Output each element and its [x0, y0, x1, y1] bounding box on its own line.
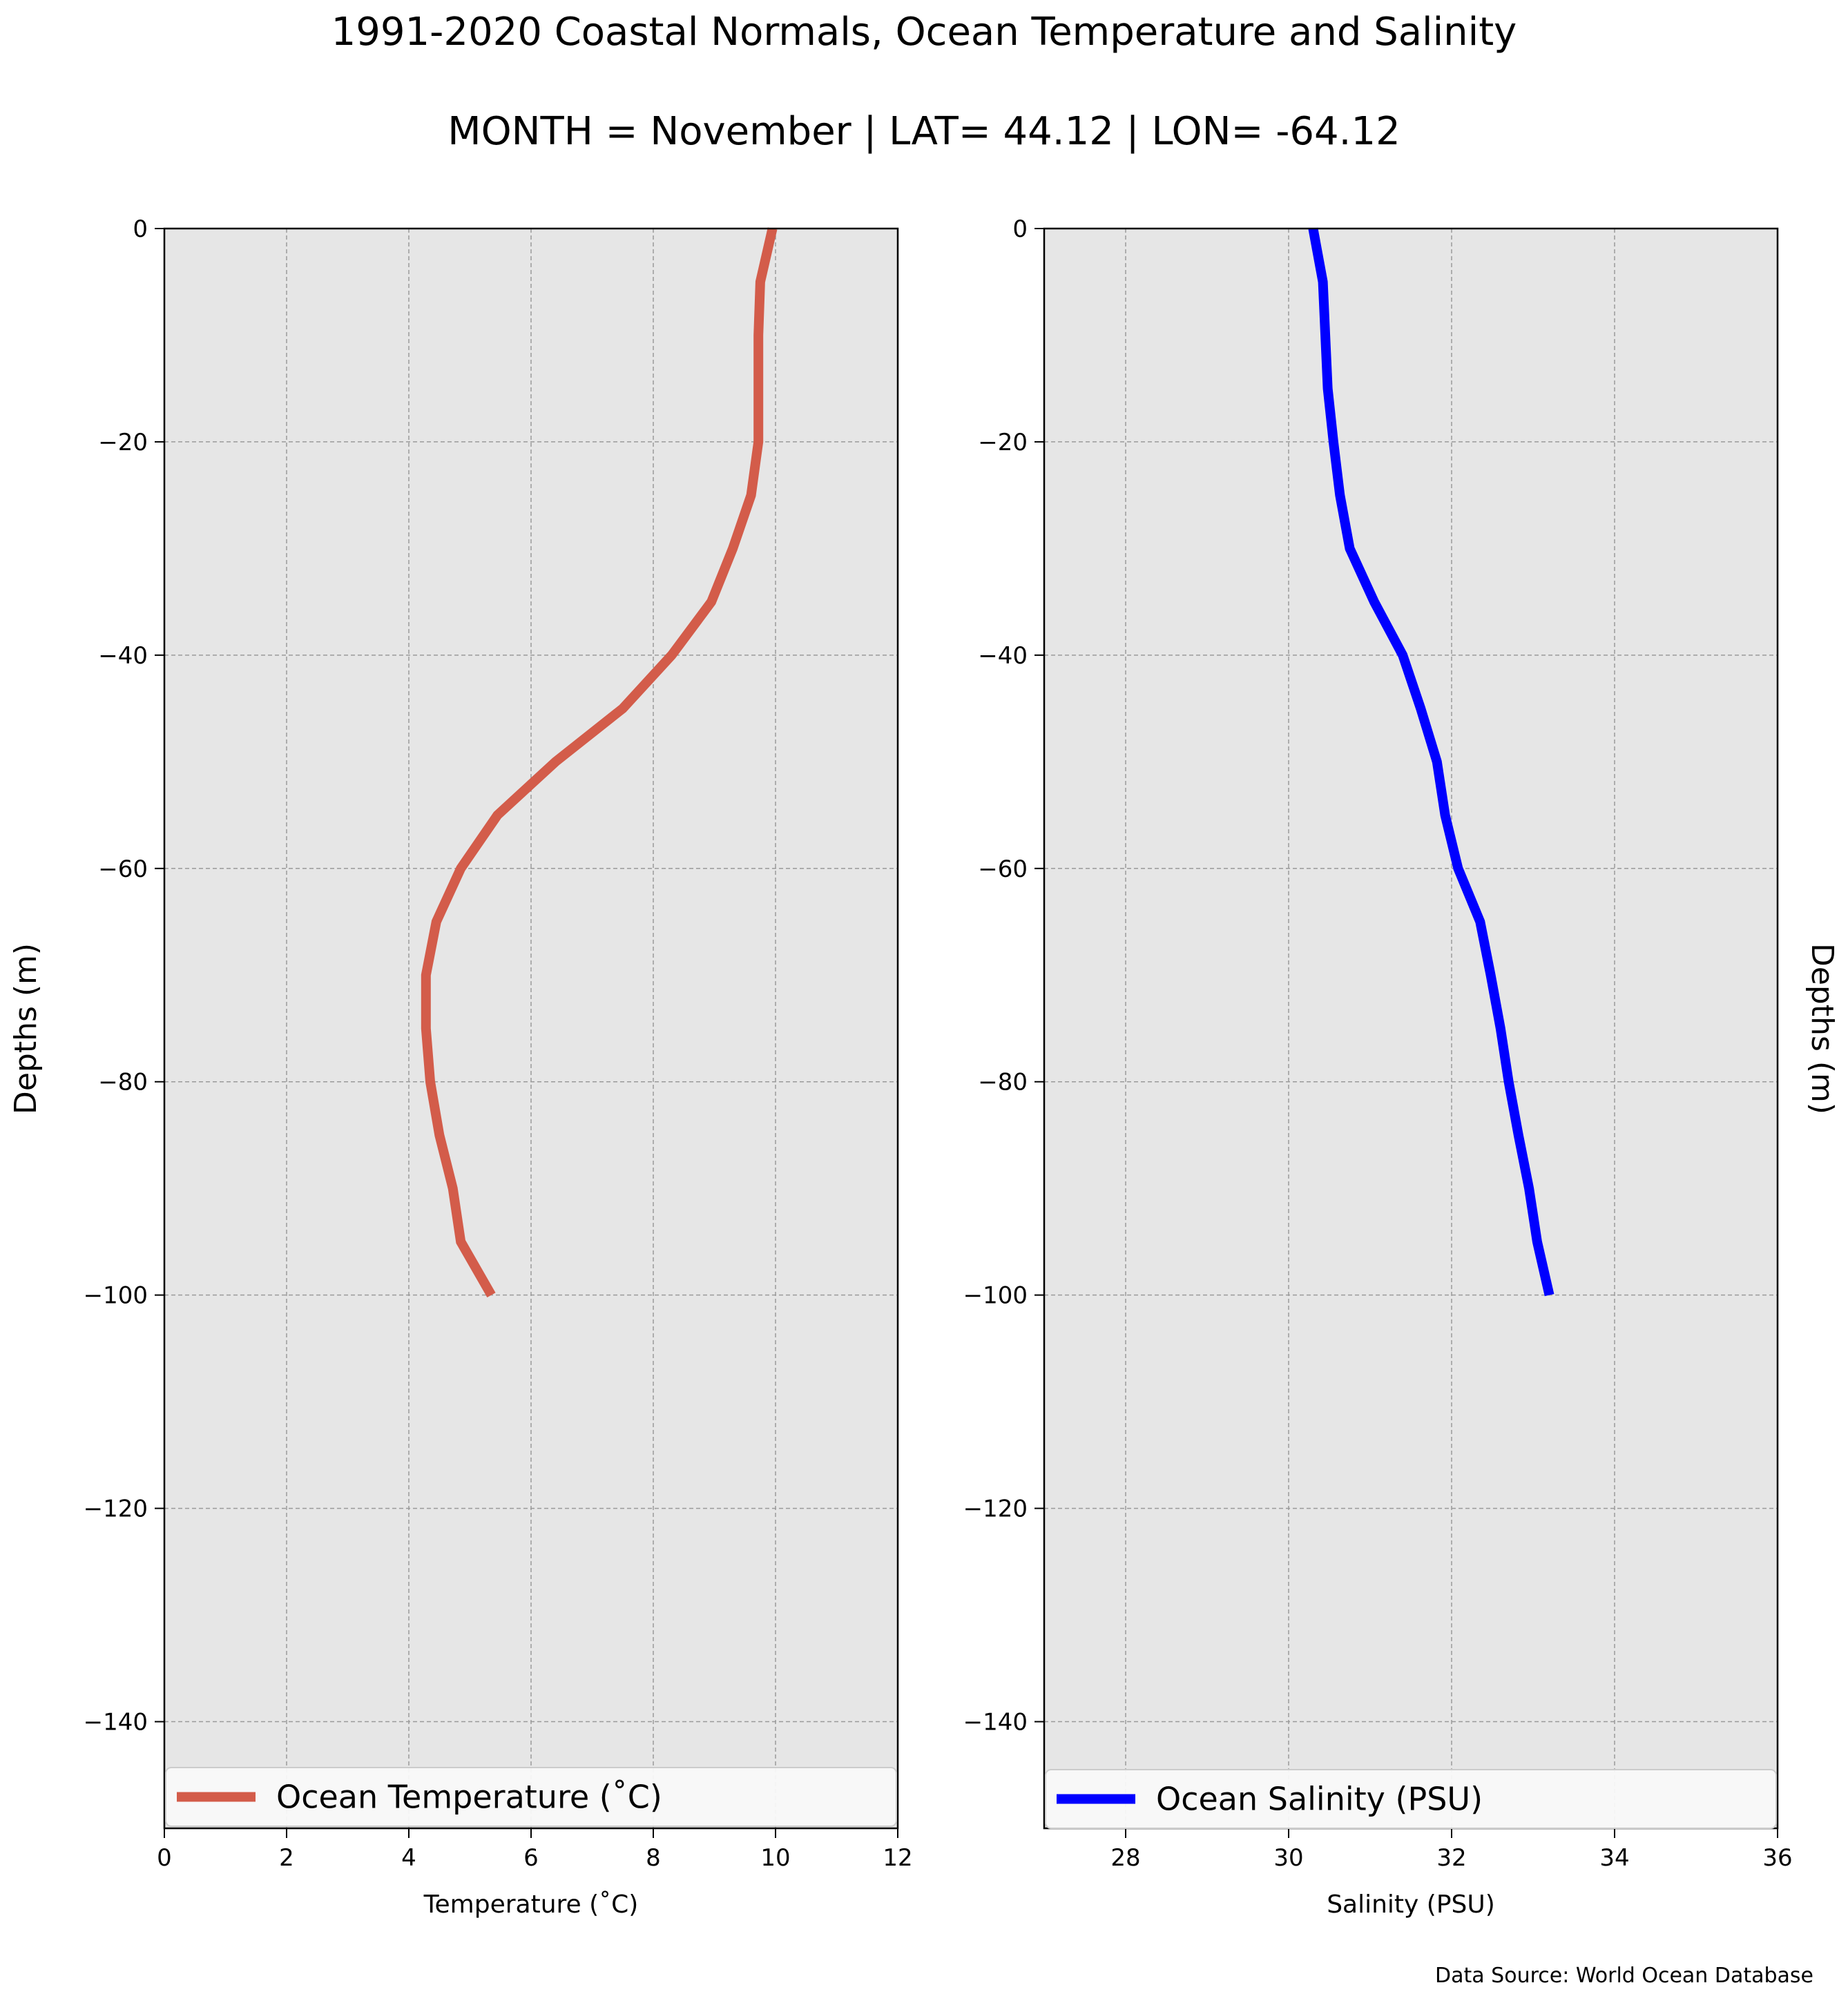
y-tick-label: −100: [963, 1282, 1028, 1310]
y-tick-label: −40: [978, 642, 1028, 670]
x-tick-label: 28: [1110, 1844, 1140, 1872]
plot-area: [164, 229, 898, 1828]
x-tick-label: 36: [1762, 1844, 1792, 1872]
y-axis-label: Depths (m): [8, 943, 44, 1114]
y-tick-label: −80: [98, 1069, 148, 1096]
y-axis-label: Depths (m): [1804, 943, 1840, 1114]
legend-box: [1045, 1769, 1777, 1829]
chart-subtitle: MONTH = November | LAT= 44.12 | LON= -64…: [447, 109, 1401, 154]
y-tick-label: −20: [98, 429, 148, 456]
x-axis-label: Salinity (PSU): [1327, 1890, 1495, 1919]
data-source-note: Data Source: World Ocean Database: [1435, 1964, 1813, 1988]
y-tick-label: −120: [963, 1496, 1028, 1523]
x-tick-label: 2: [279, 1844, 294, 1872]
y-tick-label: −140: [84, 1709, 148, 1736]
series-line: [1308, 227, 1555, 1297]
y-tick-label: −120: [84, 1496, 148, 1523]
legend-label: Ocean Salinity (PSU): [1156, 1781, 1483, 1818]
x-tick-label: 6: [523, 1844, 539, 1872]
y-tick-label: −100: [84, 1282, 148, 1310]
legend: Ocean Salinity (PSU): [1045, 1769, 1777, 1829]
x-tick-label: 30: [1273, 1844, 1303, 1872]
x-tick-label: 0: [157, 1844, 172, 1872]
chart-panel-1: 0 −20 −40 −60 −80 −100 −120 −140 0 2 4 6 8 10 12 Ocean …: [8, 215, 913, 1919]
x-axis-label: Temperature (˚C): [423, 1890, 639, 1919]
y-tick-label: 0: [1012, 215, 1028, 243]
y-tick-label: 0: [133, 215, 148, 243]
legend-box: [165, 1767, 897, 1827]
chart-panel-2: 0 −20 −40 −60 −80 −100 −120 −140 28 30 32 34 36 Ocean…: [963, 215, 1840, 1919]
x-tick-label: 10: [760, 1844, 790, 1872]
y-tick-label: −60: [98, 855, 148, 883]
y-tick-label: −140: [963, 1709, 1028, 1736]
y-tick-label: −80: [978, 1069, 1028, 1096]
plot-area: [1044, 229, 1778, 1828]
x-tick-label: 34: [1599, 1844, 1629, 1872]
plot-frame: [163, 227, 899, 1830]
x-tick-label: 8: [646, 1844, 661, 1872]
legend-label: Ocean Temperature (˚C): [276, 1779, 662, 1816]
x-tick-label: 4: [401, 1844, 416, 1872]
x-tick-label: 32: [1436, 1844, 1466, 1872]
x-tick-label: 12: [883, 1844, 912, 1872]
y-tick-label: −40: [98, 642, 148, 670]
legend: Ocean Temperature (˚C): [165, 1767, 897, 1827]
y-tick-label: −60: [978, 855, 1028, 883]
chart-title: 1991-2020 Coastal Normals, Ocean Tempera…: [331, 10, 1517, 55]
series-line: [421, 227, 778, 1298]
y-tick-label: −20: [978, 429, 1028, 456]
